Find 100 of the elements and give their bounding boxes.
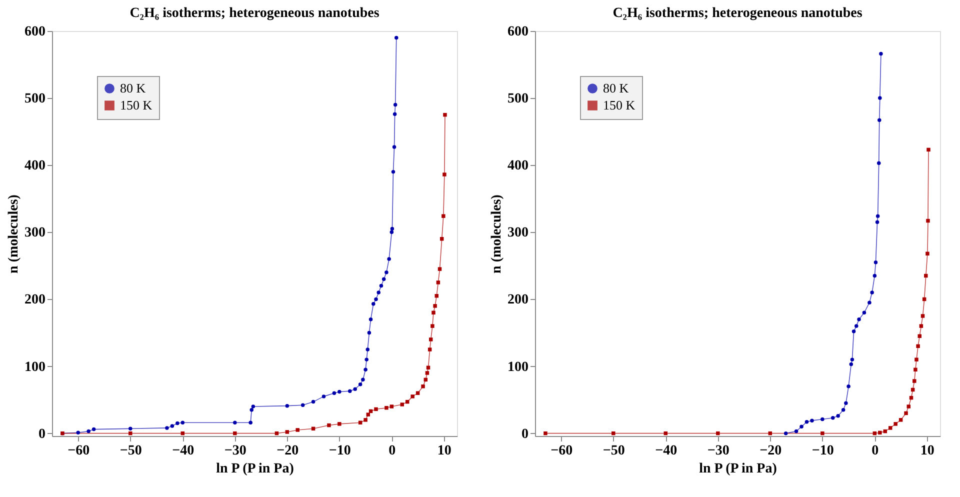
point [804,420,809,424]
point [846,384,850,388]
point [442,214,446,218]
point [438,267,442,271]
x-tick-label: −50 [120,444,142,458]
point [322,394,326,398]
point [862,310,866,314]
point [394,36,398,40]
point [251,404,256,408]
x-axis-title: ln P (P in Pa) [216,462,294,476]
point [364,418,368,422]
x-tick-label: −10 [328,444,351,458]
y-tick-label: 400 [508,158,528,174]
point [76,430,80,435]
point [544,431,548,436]
point [248,420,252,424]
point [820,431,824,436]
point [918,334,922,338]
point [875,220,880,224]
y-tick-label: 100 [24,360,46,375]
point [906,404,911,408]
x-tick-label: −20 [276,444,299,458]
point [410,394,414,398]
point [850,358,854,362]
x-tick-label: −60 [68,444,90,458]
point [876,214,880,218]
y-axis-title: n (molecules) [490,194,504,274]
chart-title: C₂H₆ isotherms; heterogeneous nanotubes [612,6,863,21]
point [844,401,848,406]
point [716,431,720,436]
point [794,429,798,434]
point [128,426,132,430]
point [874,260,878,264]
point [376,290,380,294]
point [393,102,398,107]
x-tick-label: −40 [172,444,194,458]
point [374,407,378,412]
x-tick-label: 10 [437,444,452,458]
y-tick-label: 100 [508,360,528,375]
point [180,420,185,424]
legend-label: 150 K [120,98,153,112]
point [92,427,96,432]
point [233,431,237,436]
x-tick-label: −10 [812,444,834,458]
point [400,402,404,406]
point [285,404,290,408]
point [831,416,835,420]
point [868,300,872,304]
y-tick-label: 300 [508,226,528,241]
point [165,426,169,430]
x-tick-label: −60 [550,444,573,458]
point [367,330,372,335]
legend-label: 150 K [603,98,636,112]
x-tick-label: −40 [655,444,678,458]
point [233,420,237,424]
point [784,431,788,436]
point [428,348,432,352]
y-tick-label: 600 [24,24,46,40]
point [332,391,336,395]
point [857,317,861,322]
point [904,411,908,416]
point [820,417,824,422]
point [387,257,391,261]
point [879,52,883,56]
point [338,422,342,426]
x-tick-label: 10 [920,444,934,458]
point [382,277,386,281]
y-axis-title: n (molecules) [6,194,22,274]
point [311,400,316,404]
point [390,404,394,408]
legend-label: 80 K [603,80,630,96]
y-tick-label: 200 [24,292,46,308]
y-tick-label: 300 [24,226,46,241]
point [348,389,352,393]
point [920,314,925,318]
point [364,358,368,362]
point [914,368,918,372]
point [429,338,433,342]
point [392,145,396,149]
point [176,421,180,426]
point [353,387,357,391]
point [841,408,846,412]
point [430,324,434,328]
point [327,423,331,428]
point [390,230,394,234]
point [612,431,616,436]
point [800,424,804,428]
point [878,96,882,100]
point [810,418,814,422]
y-tick-label: 0 [38,426,46,442]
x-axis-title: ln P (P in Pa) [699,462,778,476]
point [391,170,396,174]
point [836,414,840,418]
y-tick-label: 0 [522,426,528,442]
point [379,284,384,288]
point [358,420,362,424]
point [361,378,365,382]
x-tick-label: −30 [707,444,730,458]
point [434,294,438,298]
point [870,290,874,294]
